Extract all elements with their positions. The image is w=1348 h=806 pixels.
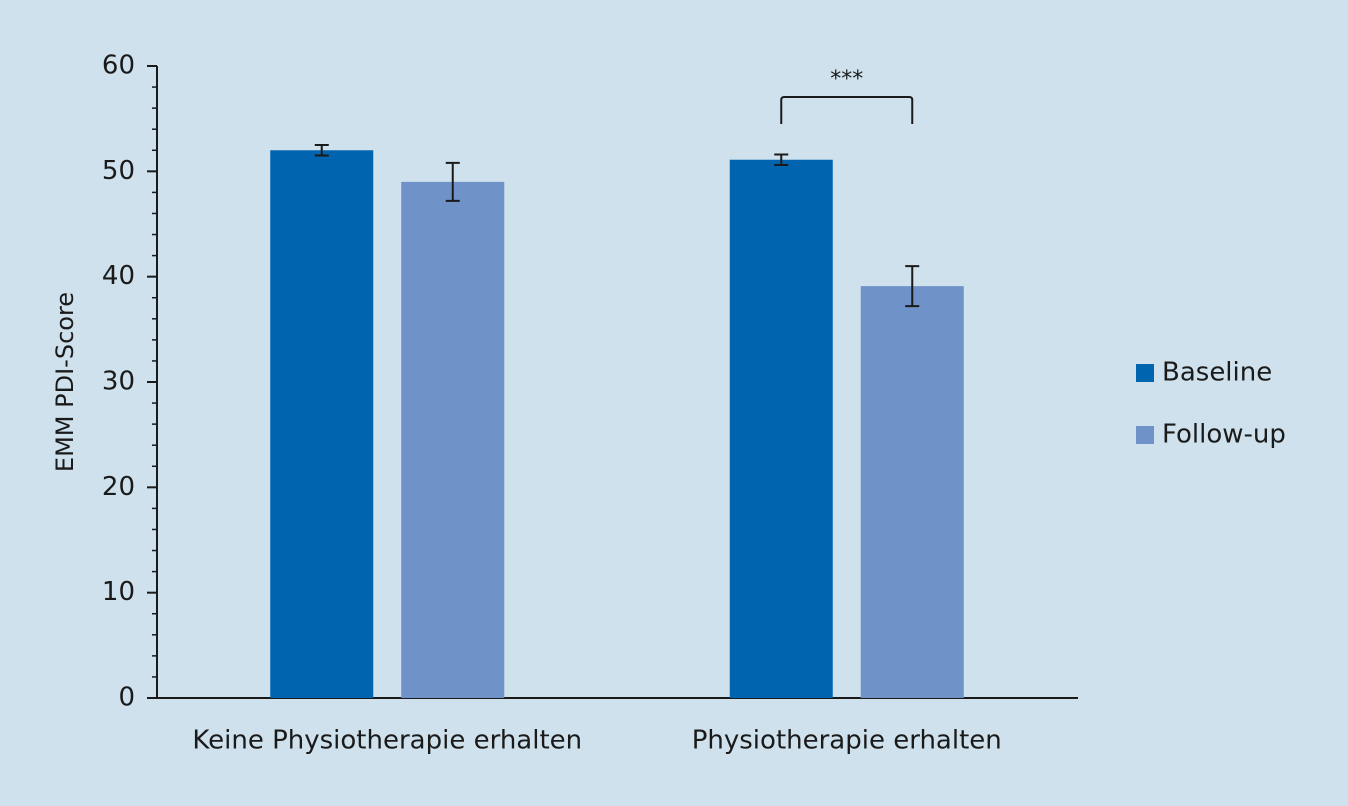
error-bar — [774, 153, 789, 167]
legend-swatch — [1136, 364, 1154, 382]
y-tick-label: 30 — [102, 367, 135, 397]
bar — [729, 159, 833, 698]
legend-swatch — [1136, 426, 1154, 444]
x-tick-label: Physiotherapie erhalten — [692, 726, 1002, 756]
y-tick-label: 0 — [118, 683, 135, 713]
x-tick-label: Keine Physiotherapie erhalten — [192, 726, 582, 756]
bar — [860, 286, 964, 698]
y-tick-label: 60 — [102, 51, 135, 81]
y-tick-label: 10 — [102, 577, 135, 607]
bar — [401, 181, 505, 698]
legend-label: Follow-up — [1162, 420, 1286, 450]
y-tick-label: 50 — [102, 156, 135, 186]
y-axis-label: EMM PDI-Score — [51, 292, 79, 472]
error-bar — [314, 144, 329, 157]
error-bar — [905, 265, 920, 308]
y-tick-label: 20 — [102, 472, 135, 502]
significance-bracket — [780, 96, 914, 124]
error-bar — [445, 161, 460, 202]
y-tick-label: 40 — [102, 261, 135, 291]
bar — [270, 150, 374, 698]
significance-label: *** — [830, 67, 863, 92]
legend-label: Baseline — [1162, 358, 1272, 388]
